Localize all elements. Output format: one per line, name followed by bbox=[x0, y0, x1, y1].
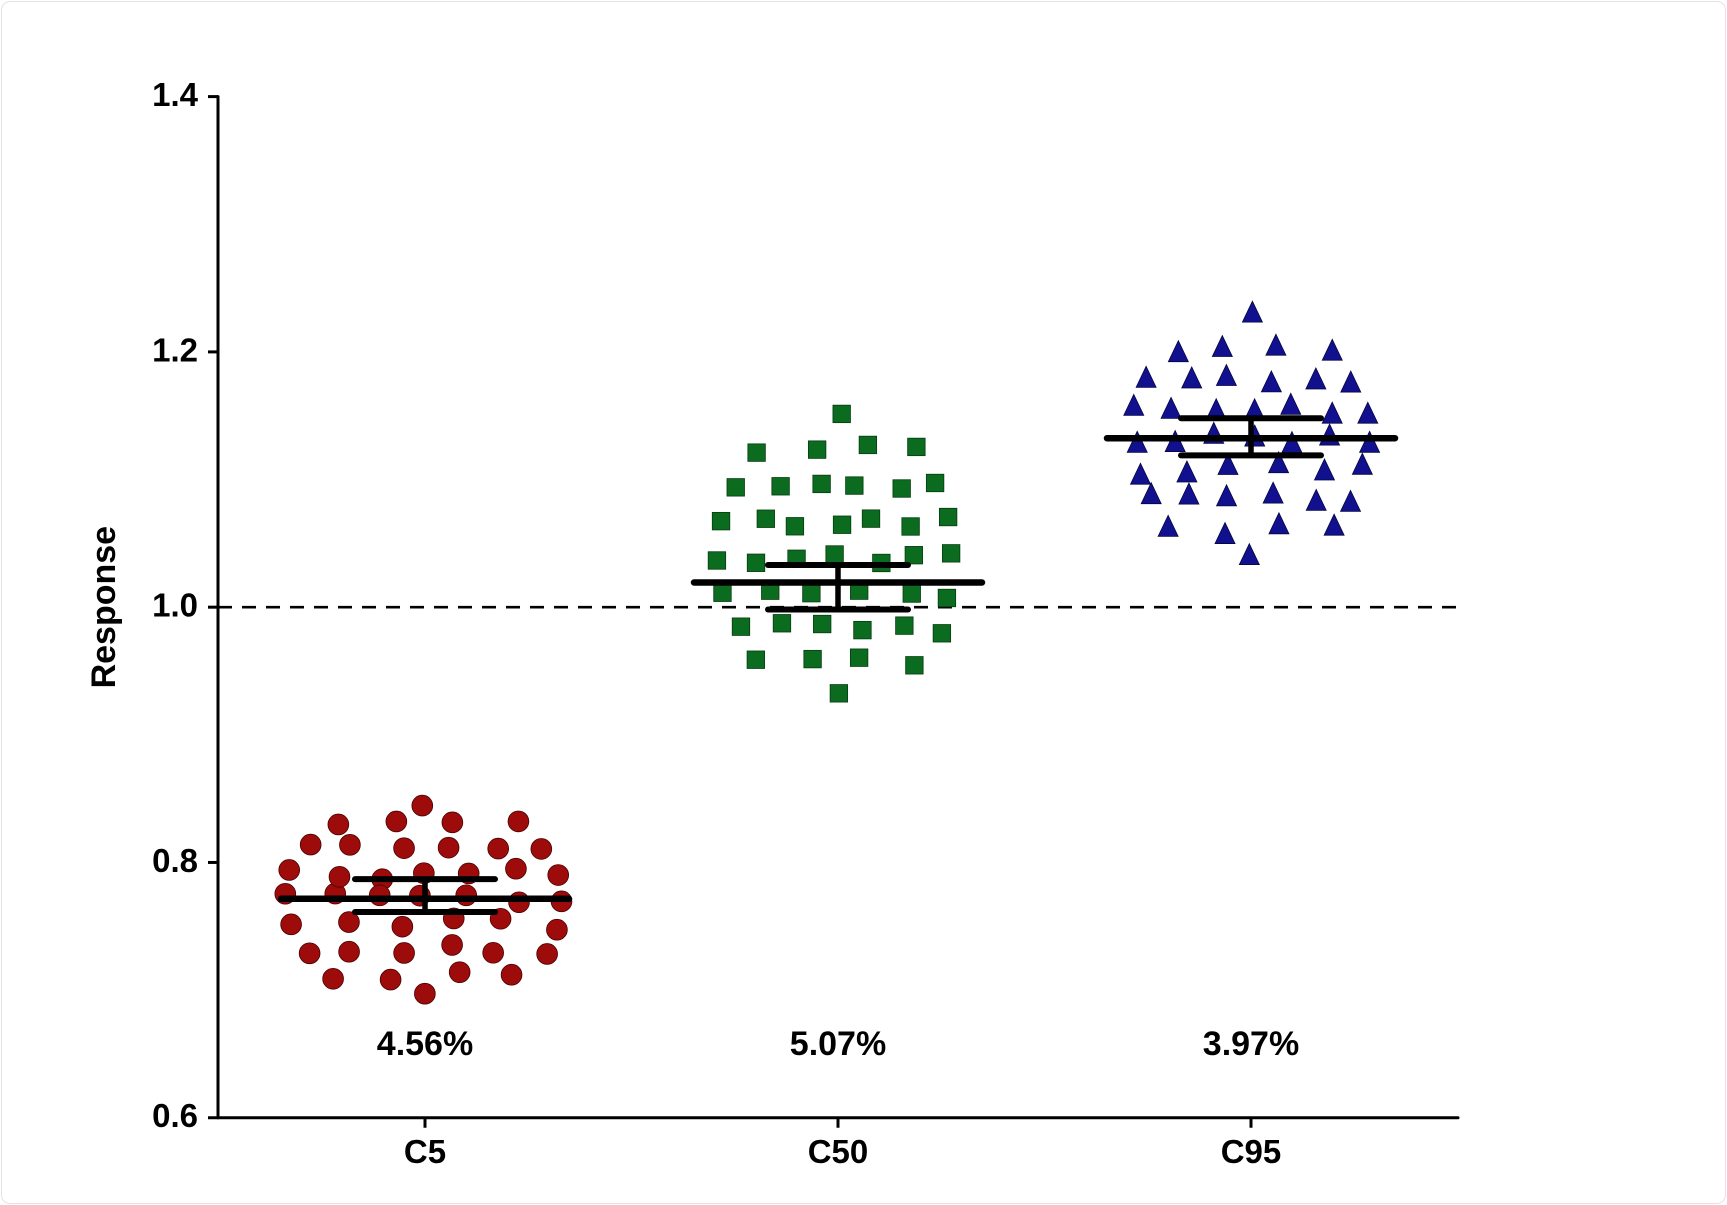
svg-text:C95: C95 bbox=[1221, 1133, 1282, 1170]
svg-text:Response: Response bbox=[85, 526, 123, 689]
svg-text:0.6: 0.6 bbox=[152, 1097, 198, 1134]
svg-text:C5: C5 bbox=[404, 1133, 446, 1170]
svg-text:3.97%: 3.97% bbox=[1203, 1025, 1299, 1063]
svg-text:C50: C50 bbox=[808, 1133, 869, 1170]
svg-text:1.0: 1.0 bbox=[152, 587, 198, 624]
svg-text:5.07%: 5.07% bbox=[790, 1025, 886, 1063]
svg-text:1.4: 1.4 bbox=[152, 76, 199, 113]
svg-text:1.2: 1.2 bbox=[152, 331, 198, 368]
svg-text:4.56%: 4.56% bbox=[377, 1025, 473, 1063]
svg-text:0.8: 0.8 bbox=[152, 842, 198, 879]
